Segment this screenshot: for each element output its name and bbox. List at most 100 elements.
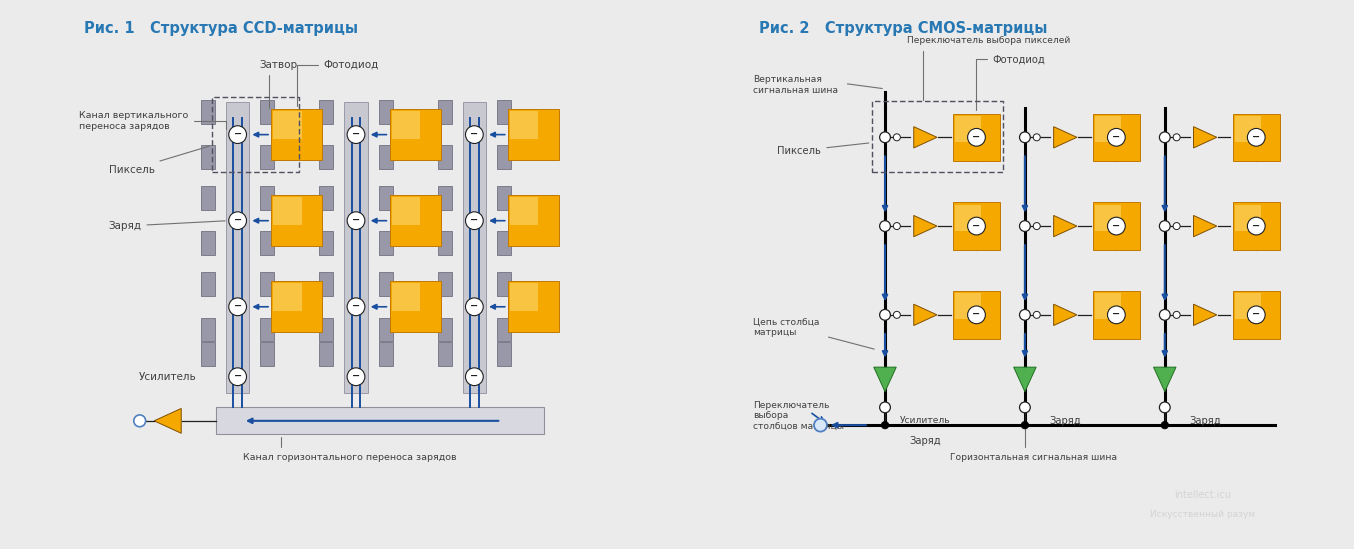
Polygon shape	[1193, 127, 1217, 148]
Circle shape	[1033, 134, 1040, 141]
Circle shape	[880, 221, 891, 232]
Circle shape	[229, 126, 246, 143]
Bar	[437, 342, 452, 366]
Text: −: −	[1112, 309, 1120, 320]
Bar	[437, 100, 452, 124]
Bar	[379, 342, 393, 366]
Bar	[497, 186, 510, 210]
Bar	[510, 111, 539, 139]
Circle shape	[229, 212, 246, 229]
Text: −: −	[234, 301, 242, 311]
Bar	[271, 281, 322, 332]
Bar	[497, 145, 510, 169]
Text: −: −	[352, 129, 360, 139]
Circle shape	[1020, 221, 1030, 232]
Text: Затвор: Затвор	[259, 60, 298, 108]
Bar	[955, 293, 982, 320]
Circle shape	[466, 298, 483, 316]
Text: Переключатель
выбора
столбцов матрицы: Переключатель выбора столбцов матрицы	[753, 401, 844, 431]
Bar	[508, 109, 559, 160]
Bar	[226, 102, 249, 393]
Bar	[510, 197, 539, 226]
Bar	[1095, 116, 1121, 142]
Text: Заряд: Заряд	[1049, 416, 1080, 426]
Polygon shape	[1193, 304, 1217, 326]
Circle shape	[1021, 422, 1029, 429]
Bar	[260, 272, 275, 296]
Circle shape	[347, 368, 364, 385]
Text: −: −	[352, 371, 360, 381]
Circle shape	[1033, 222, 1040, 229]
Bar	[260, 317, 275, 341]
Polygon shape	[154, 408, 181, 433]
Circle shape	[1108, 306, 1125, 324]
Polygon shape	[1053, 127, 1076, 148]
Bar	[274, 111, 302, 139]
Bar	[437, 317, 452, 341]
Circle shape	[466, 212, 483, 229]
Bar	[1232, 291, 1280, 339]
Bar	[200, 186, 215, 210]
Circle shape	[1159, 221, 1170, 232]
Text: −: −	[470, 301, 478, 311]
Text: −: −	[470, 215, 478, 225]
Bar	[1232, 114, 1280, 161]
Bar	[508, 281, 559, 332]
Bar	[391, 197, 420, 226]
Text: −: −	[1252, 132, 1261, 142]
Bar	[217, 407, 544, 434]
Bar	[320, 186, 333, 210]
Bar	[391, 111, 420, 139]
Circle shape	[1159, 132, 1170, 143]
Polygon shape	[1053, 304, 1076, 326]
Text: Пиксель: Пиксель	[108, 146, 209, 175]
Circle shape	[1247, 128, 1265, 146]
Bar	[260, 100, 275, 124]
Text: −: −	[972, 221, 980, 231]
Circle shape	[1033, 311, 1040, 318]
Text: Фотодиод: Фотодиод	[297, 60, 379, 106]
Bar	[200, 232, 215, 255]
Text: Усилитель: Усилитель	[139, 372, 196, 382]
Text: −: −	[234, 129, 242, 139]
Bar	[260, 342, 275, 366]
Circle shape	[1020, 132, 1030, 143]
Bar	[274, 197, 302, 226]
Circle shape	[814, 419, 827, 432]
Bar	[955, 205, 982, 231]
Text: Канал вертикального
переноса зарядов: Канал вертикального переноса зарядов	[79, 111, 226, 131]
Bar	[955, 116, 982, 142]
Text: −: −	[352, 215, 360, 225]
Bar	[497, 272, 510, 296]
Circle shape	[894, 311, 900, 318]
Circle shape	[1160, 422, 1169, 429]
Bar	[437, 232, 452, 255]
Text: Вертикальная
сигнальная шина: Вертикальная сигнальная шина	[753, 75, 838, 95]
Polygon shape	[914, 127, 937, 148]
Polygon shape	[1053, 215, 1076, 237]
Bar	[379, 145, 393, 169]
Bar	[320, 145, 333, 169]
Polygon shape	[914, 215, 937, 237]
Bar	[953, 203, 1001, 250]
Circle shape	[347, 298, 364, 316]
Bar	[437, 272, 452, 296]
Circle shape	[229, 298, 246, 316]
Circle shape	[347, 126, 364, 143]
Bar	[320, 317, 333, 341]
Polygon shape	[1154, 367, 1177, 391]
Bar	[1235, 293, 1261, 320]
Bar	[953, 114, 1001, 161]
Bar	[497, 317, 510, 341]
Circle shape	[1020, 402, 1030, 413]
Polygon shape	[914, 304, 937, 326]
Bar	[200, 272, 215, 296]
Circle shape	[1108, 217, 1125, 235]
Text: Фотодиод: Фотодиод	[976, 54, 1045, 110]
Text: Переключатель выбора пикселей: Переключатель выбора пикселей	[907, 36, 1070, 99]
Circle shape	[968, 128, 986, 146]
Circle shape	[968, 217, 986, 235]
Bar	[320, 232, 333, 255]
Text: Усилитель: Усилитель	[900, 416, 951, 425]
Bar	[391, 283, 420, 311]
